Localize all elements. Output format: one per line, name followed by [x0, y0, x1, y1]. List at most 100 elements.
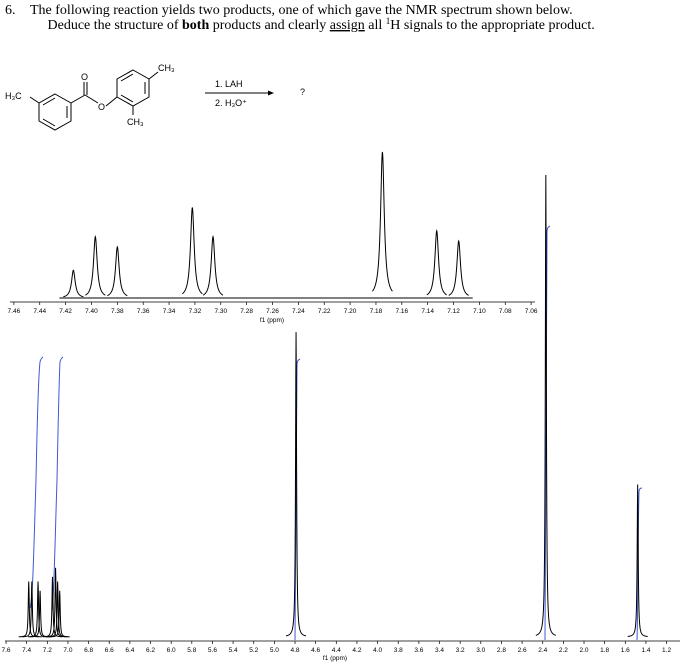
- x-tick-label: 7.42: [59, 308, 72, 315]
- peak: [45, 567, 66, 638]
- ring: [116, 69, 150, 107]
- x-tick-label: 7.08: [499, 308, 512, 315]
- x-tick-label: 2.4: [538, 647, 547, 654]
- text: assign: [330, 18, 365, 33]
- bond: [120, 73, 134, 82]
- x-tick-label: 7.46: [8, 308, 21, 315]
- x-tick-label: 5.6: [208, 647, 217, 654]
- x-tick-label: 3.8: [394, 647, 403, 654]
- bond: [42, 118, 56, 127]
- integral-curve: [29, 356, 44, 609]
- bond: [120, 94, 134, 103]
- atom-label: CH₃: [158, 63, 175, 73]
- bond: [70, 94, 86, 104]
- x-tick-label: 7.14: [421, 308, 434, 315]
- x-tick-label: 7.18: [370, 308, 383, 315]
- peak: [85, 235, 106, 296]
- x-tick-label: 6.4: [125, 647, 134, 654]
- spectra: 7.46 7.44 7.42 7.40 7.38 7.36 7.34 7.32 7.30 7.28…: [2, 151, 680, 662]
- peak: [627, 484, 648, 637]
- bond: [29, 96, 40, 104]
- x-tick-label: 7.30: [214, 308, 227, 315]
- superscript: 1: [386, 16, 391, 26]
- x-tick-label: 7.4: [22, 647, 31, 654]
- text: all: [365, 18, 386, 33]
- x-tick-label: 2.8: [497, 647, 506, 654]
- atom-label: O: [81, 72, 88, 82]
- x-tick-label: 6.6: [105, 647, 114, 654]
- x-tick-label: 1.4: [641, 647, 650, 654]
- text: products and clearly: [209, 18, 330, 33]
- question-line: The following reaction yields two produc…: [30, 3, 573, 18]
- x-tick-label: 3.6: [414, 647, 423, 654]
- x-tick-label: 7.36: [137, 308, 150, 315]
- x-axis-label: f1 (ppm): [260, 317, 284, 324]
- x-tick-label: 5.4: [229, 647, 238, 654]
- x-tick-label: 7.22: [318, 308, 331, 315]
- atom-labels: H₃C O O CH₃ CH₃: [5, 63, 175, 127]
- x-tick-label: 1.8: [600, 647, 609, 654]
- peak: [107, 245, 128, 297]
- reagent: 2. H₃O⁺: [215, 98, 247, 108]
- x-tick-label: 5.2: [249, 647, 258, 654]
- x-tick-label: 6.8: [84, 647, 93, 654]
- x-tick-label: 2.6: [518, 647, 527, 654]
- peak: [535, 174, 556, 636]
- x-tick-label: 4.0: [373, 647, 382, 654]
- x-tick-label: 7.34: [163, 308, 176, 315]
- x-tick-label: 2.0: [579, 647, 588, 654]
- x-tick-label: 7.32: [189, 308, 202, 315]
- x-tick-label: 7.0: [63, 647, 72, 654]
- x-tick-label: 7.6: [2, 647, 11, 654]
- integral-curve: [636, 487, 643, 641]
- x-tick-label: 3.2: [456, 647, 465, 654]
- bond: [84, 94, 99, 104]
- x-tick-label: 4.4: [332, 647, 341, 654]
- atom-label: O: [98, 102, 105, 112]
- reagent: 1. LAH: [215, 79, 243, 89]
- x-tick-label: 1.2: [662, 647, 671, 654]
- text: Deduce the structure of: [48, 18, 183, 33]
- x-tick-label: 7.10: [473, 308, 486, 315]
- x-tick-label: 7.44: [33, 308, 46, 315]
- text: both: [182, 18, 209, 33]
- peak: [18, 581, 39, 638]
- peak: [285, 332, 307, 637]
- question-line: Deduce the structure of both products an…: [30, 16, 605, 33]
- peak: [202, 235, 224, 296]
- molecule: [29, 69, 159, 131]
- bond: [42, 97, 56, 106]
- x-tick-label: 7.28: [240, 308, 253, 315]
- x-tick-label: 4.2: [352, 647, 361, 654]
- x-tick-label: 3.4: [435, 647, 444, 654]
- x-tick-label: 5.8: [187, 647, 196, 654]
- x-tick-label: 6.0: [167, 647, 176, 654]
- x-tick-label: 4.6: [311, 647, 320, 654]
- x-tick-label: 7.20: [344, 308, 357, 315]
- x-tick-label: 7.06: [525, 308, 538, 315]
- x-tick-label: 1.6: [621, 647, 630, 654]
- x-tick-label: 7.12: [447, 308, 460, 315]
- x-tick-label: 7.40: [85, 308, 98, 315]
- x-tick-label: 7.26: [266, 308, 279, 315]
- peak: [63, 269, 84, 298]
- product: ?: [300, 87, 305, 97]
- x-tick-label: 4.8: [290, 647, 299, 654]
- x-axis-label: f1 (ppm): [323, 655, 347, 662]
- ring: [38, 93, 72, 131]
- question-number: 6.: [5, 3, 16, 18]
- peak: [49, 590, 70, 638]
- atom-label: CH₃: [127, 117, 144, 127]
- peak: [182, 207, 203, 295]
- x-tick-label: 5.0: [270, 647, 279, 654]
- peak: [21, 581, 42, 638]
- x-tick-label: 6.2: [146, 647, 155, 654]
- text: H signals to the appropriate product.: [390, 18, 595, 33]
- integral-curve: [51, 356, 64, 611]
- x-tick-label: 7.24: [292, 308, 305, 315]
- x-tick-label: 2.2: [559, 647, 568, 654]
- bond: [105, 96, 118, 107]
- x-tick-label: 7.16: [395, 308, 408, 315]
- x-tick-label: 3.0: [476, 647, 485, 654]
